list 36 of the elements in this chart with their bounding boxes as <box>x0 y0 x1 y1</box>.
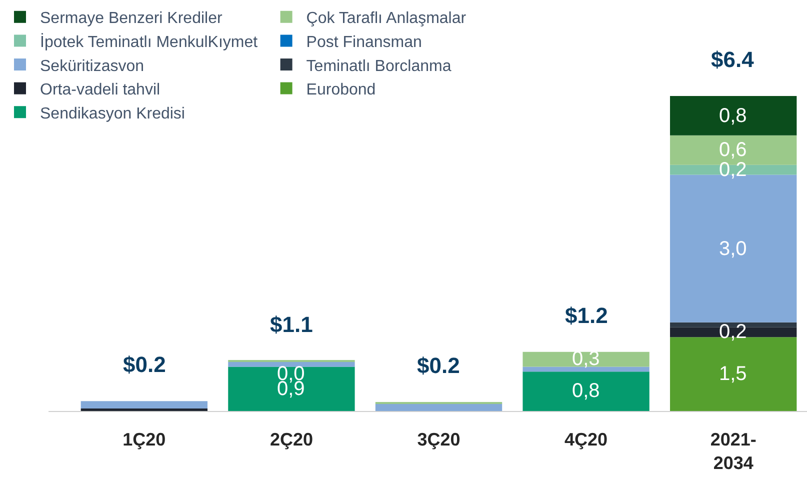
total-label: $0.2 <box>417 353 460 378</box>
total-label: $0.2 <box>123 352 166 377</box>
legend-label: Eurobond <box>306 82 376 99</box>
bar <box>228 366 355 412</box>
legend-label: Sendikasyon Kredisi <box>40 105 185 122</box>
data-label: 3,0 <box>719 238 747 260</box>
data-label: 0,2 <box>719 159 747 181</box>
x-tick-label: 1Ç20 <box>122 430 166 450</box>
data-label: 1,5 <box>719 363 747 385</box>
data-label: 0,8 <box>719 105 747 127</box>
data-label: 0,3 <box>572 348 600 370</box>
bar <box>228 362 355 367</box>
legend-label: Teminatlı Borclanma <box>306 58 452 75</box>
x-tick-label: 2Ç20 <box>270 430 313 450</box>
bar <box>522 372 650 412</box>
data-label: 0,2 <box>719 321 747 343</box>
bar <box>522 366 650 372</box>
total-label: $1.1 <box>270 312 313 337</box>
bar <box>522 352 650 367</box>
x-tick-label: 2021- 2034 <box>710 430 756 474</box>
bar <box>80 401 208 409</box>
legend-label: Post Finansman <box>306 34 422 51</box>
bar <box>80 408 208 412</box>
x-tick-label: 3Ç20 <box>417 430 460 450</box>
bar <box>670 96 797 136</box>
legend-label: İpotek Teminatlı MenkulKıymet <box>40 32 258 51</box>
legend-label: Çok Taraflı Anlaşmalar <box>306 10 467 28</box>
legend-label: Orta-vadeli tahvil <box>40 82 160 99</box>
bar <box>375 404 502 412</box>
data-label: 0,6 <box>719 139 747 161</box>
data-label: 0,8 <box>572 380 600 402</box>
legend-label: Sermaye Benzeri Krediler <box>40 10 223 28</box>
total-label: $1.2 <box>565 303 608 328</box>
legend-label: Seküritizasvon <box>40 58 144 75</box>
total-label: $6.4 <box>711 47 755 72</box>
x-tick-label: 4Ç20 <box>564 430 608 450</box>
